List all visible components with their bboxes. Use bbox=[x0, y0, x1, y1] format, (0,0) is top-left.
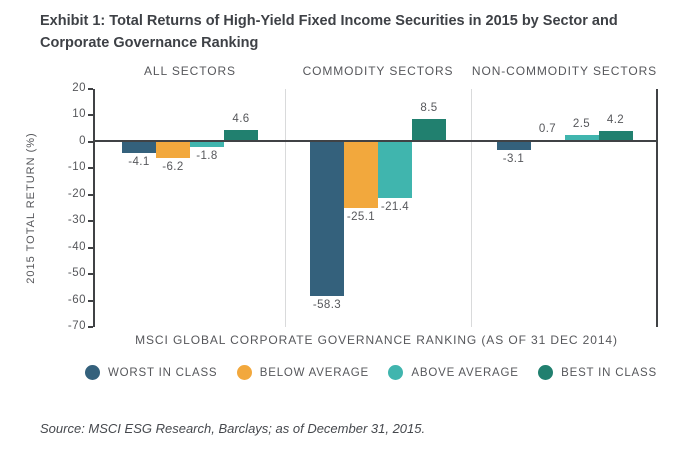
y-tick-label: 10 bbox=[72, 108, 86, 121]
y-tick-label: -30 bbox=[67, 214, 86, 227]
y-tick-label: 0 bbox=[79, 134, 86, 147]
y-axis-line-right bbox=[656, 89, 658, 327]
panel-header-all-sectors: ALL SECTORS bbox=[144, 64, 236, 78]
above-average-dot-icon bbox=[388, 365, 404, 380]
bar bbox=[598, 130, 633, 142]
y-axis-tick bbox=[88, 220, 93, 223]
y-axis-tick bbox=[88, 140, 93, 143]
bar bbox=[224, 129, 258, 142]
bar-value-label: -4.1 bbox=[128, 155, 150, 168]
y-tick-label: 20 bbox=[72, 82, 86, 94]
zero-baseline bbox=[93, 140, 658, 142]
bar-value-label: -6.2 bbox=[162, 161, 184, 174]
panel-header-commodity-sectors: COMMODITY SECTORS bbox=[302, 64, 454, 78]
y-axis-tick bbox=[88, 167, 93, 170]
y-tick-label: -10 bbox=[67, 161, 86, 174]
y-axis-tick bbox=[88, 246, 93, 249]
bar bbox=[564, 135, 599, 142]
exhibit-title: Exhibit 1: Total Returns of High-Yield F… bbox=[40, 13, 618, 52]
bar bbox=[344, 141, 378, 209]
legend-label: ABOVE AVERAGE bbox=[411, 366, 519, 379]
legend-item-worst-in-class: WORST IN CLASS bbox=[85, 365, 217, 380]
bar-value-label: -21.4 bbox=[380, 201, 410, 214]
legend: WORST IN CLASS BELOW AVERAGE ABOVE AVERA… bbox=[85, 365, 657, 380]
bar bbox=[122, 141, 156, 153]
bar bbox=[310, 141, 344, 297]
y-tick-label: -20 bbox=[67, 187, 86, 200]
bar bbox=[412, 119, 446, 142]
bar-value-label: -25.1 bbox=[346, 211, 376, 224]
y-axis-line-left bbox=[93, 89, 95, 327]
bar bbox=[496, 141, 531, 151]
bar-value-label: 4.2 bbox=[606, 113, 625, 126]
bar-value-label: 4.6 bbox=[232, 112, 250, 125]
y-axis-tick bbox=[88, 114, 93, 117]
legend-label: WORST IN CLASS bbox=[108, 366, 218, 379]
worst-in-class-dot-icon bbox=[85, 365, 100, 380]
bar-value-label: -1.8 bbox=[196, 149, 218, 162]
bar bbox=[378, 141, 412, 199]
legend-item-above-average: ABOVE AVERAGE bbox=[388, 365, 518, 380]
bar bbox=[156, 141, 190, 159]
x-axis-title: MSCI GLOBAL CORPORATE GOVERNANCE RANKING… bbox=[135, 333, 618, 347]
legend-label: BELOW AVERAGE bbox=[259, 366, 370, 379]
legend-item-best-in-class: BEST IN CLASS bbox=[538, 365, 657, 380]
bar-value-label: 8.5 bbox=[420, 102, 438, 115]
y-axis-tick bbox=[88, 88, 93, 90]
y-tick-label: -70 bbox=[67, 320, 86, 332]
y-tick-label: -40 bbox=[67, 240, 86, 253]
y-axis-tick bbox=[88, 299, 93, 302]
best-in-class-dot-icon bbox=[538, 365, 554, 380]
source-note: Source: MSCI ESG Research, Barclays; as … bbox=[40, 421, 426, 436]
bar-value-label: 2.5 bbox=[572, 118, 591, 131]
legend-item-below-average: BELOW AVERAGE bbox=[236, 365, 370, 380]
y-axis-title: 2015 TOTAL RETURN (%) bbox=[25, 132, 37, 284]
below-average-dot-icon bbox=[236, 365, 252, 380]
panel-header-non-commodity-sectors: NON-COMMODITY SECTORS bbox=[471, 64, 658, 78]
bar-value-label: -58.3 bbox=[312, 299, 342, 312]
y-axis-tick bbox=[88, 273, 93, 276]
bar bbox=[190, 141, 224, 147]
legend-label: BEST IN CLASS bbox=[561, 366, 657, 379]
panel-divider-1 bbox=[285, 89, 286, 327]
y-tick-label: -50 bbox=[67, 267, 86, 280]
bar-value-label: 0.7 bbox=[538, 123, 557, 136]
y-axis-tick bbox=[88, 326, 93, 328]
y-tick-label: -60 bbox=[67, 293, 86, 306]
bar-value-label: -3.1 bbox=[502, 153, 525, 166]
y-axis-tick bbox=[88, 193, 93, 196]
panel-divider-2 bbox=[471, 89, 472, 327]
